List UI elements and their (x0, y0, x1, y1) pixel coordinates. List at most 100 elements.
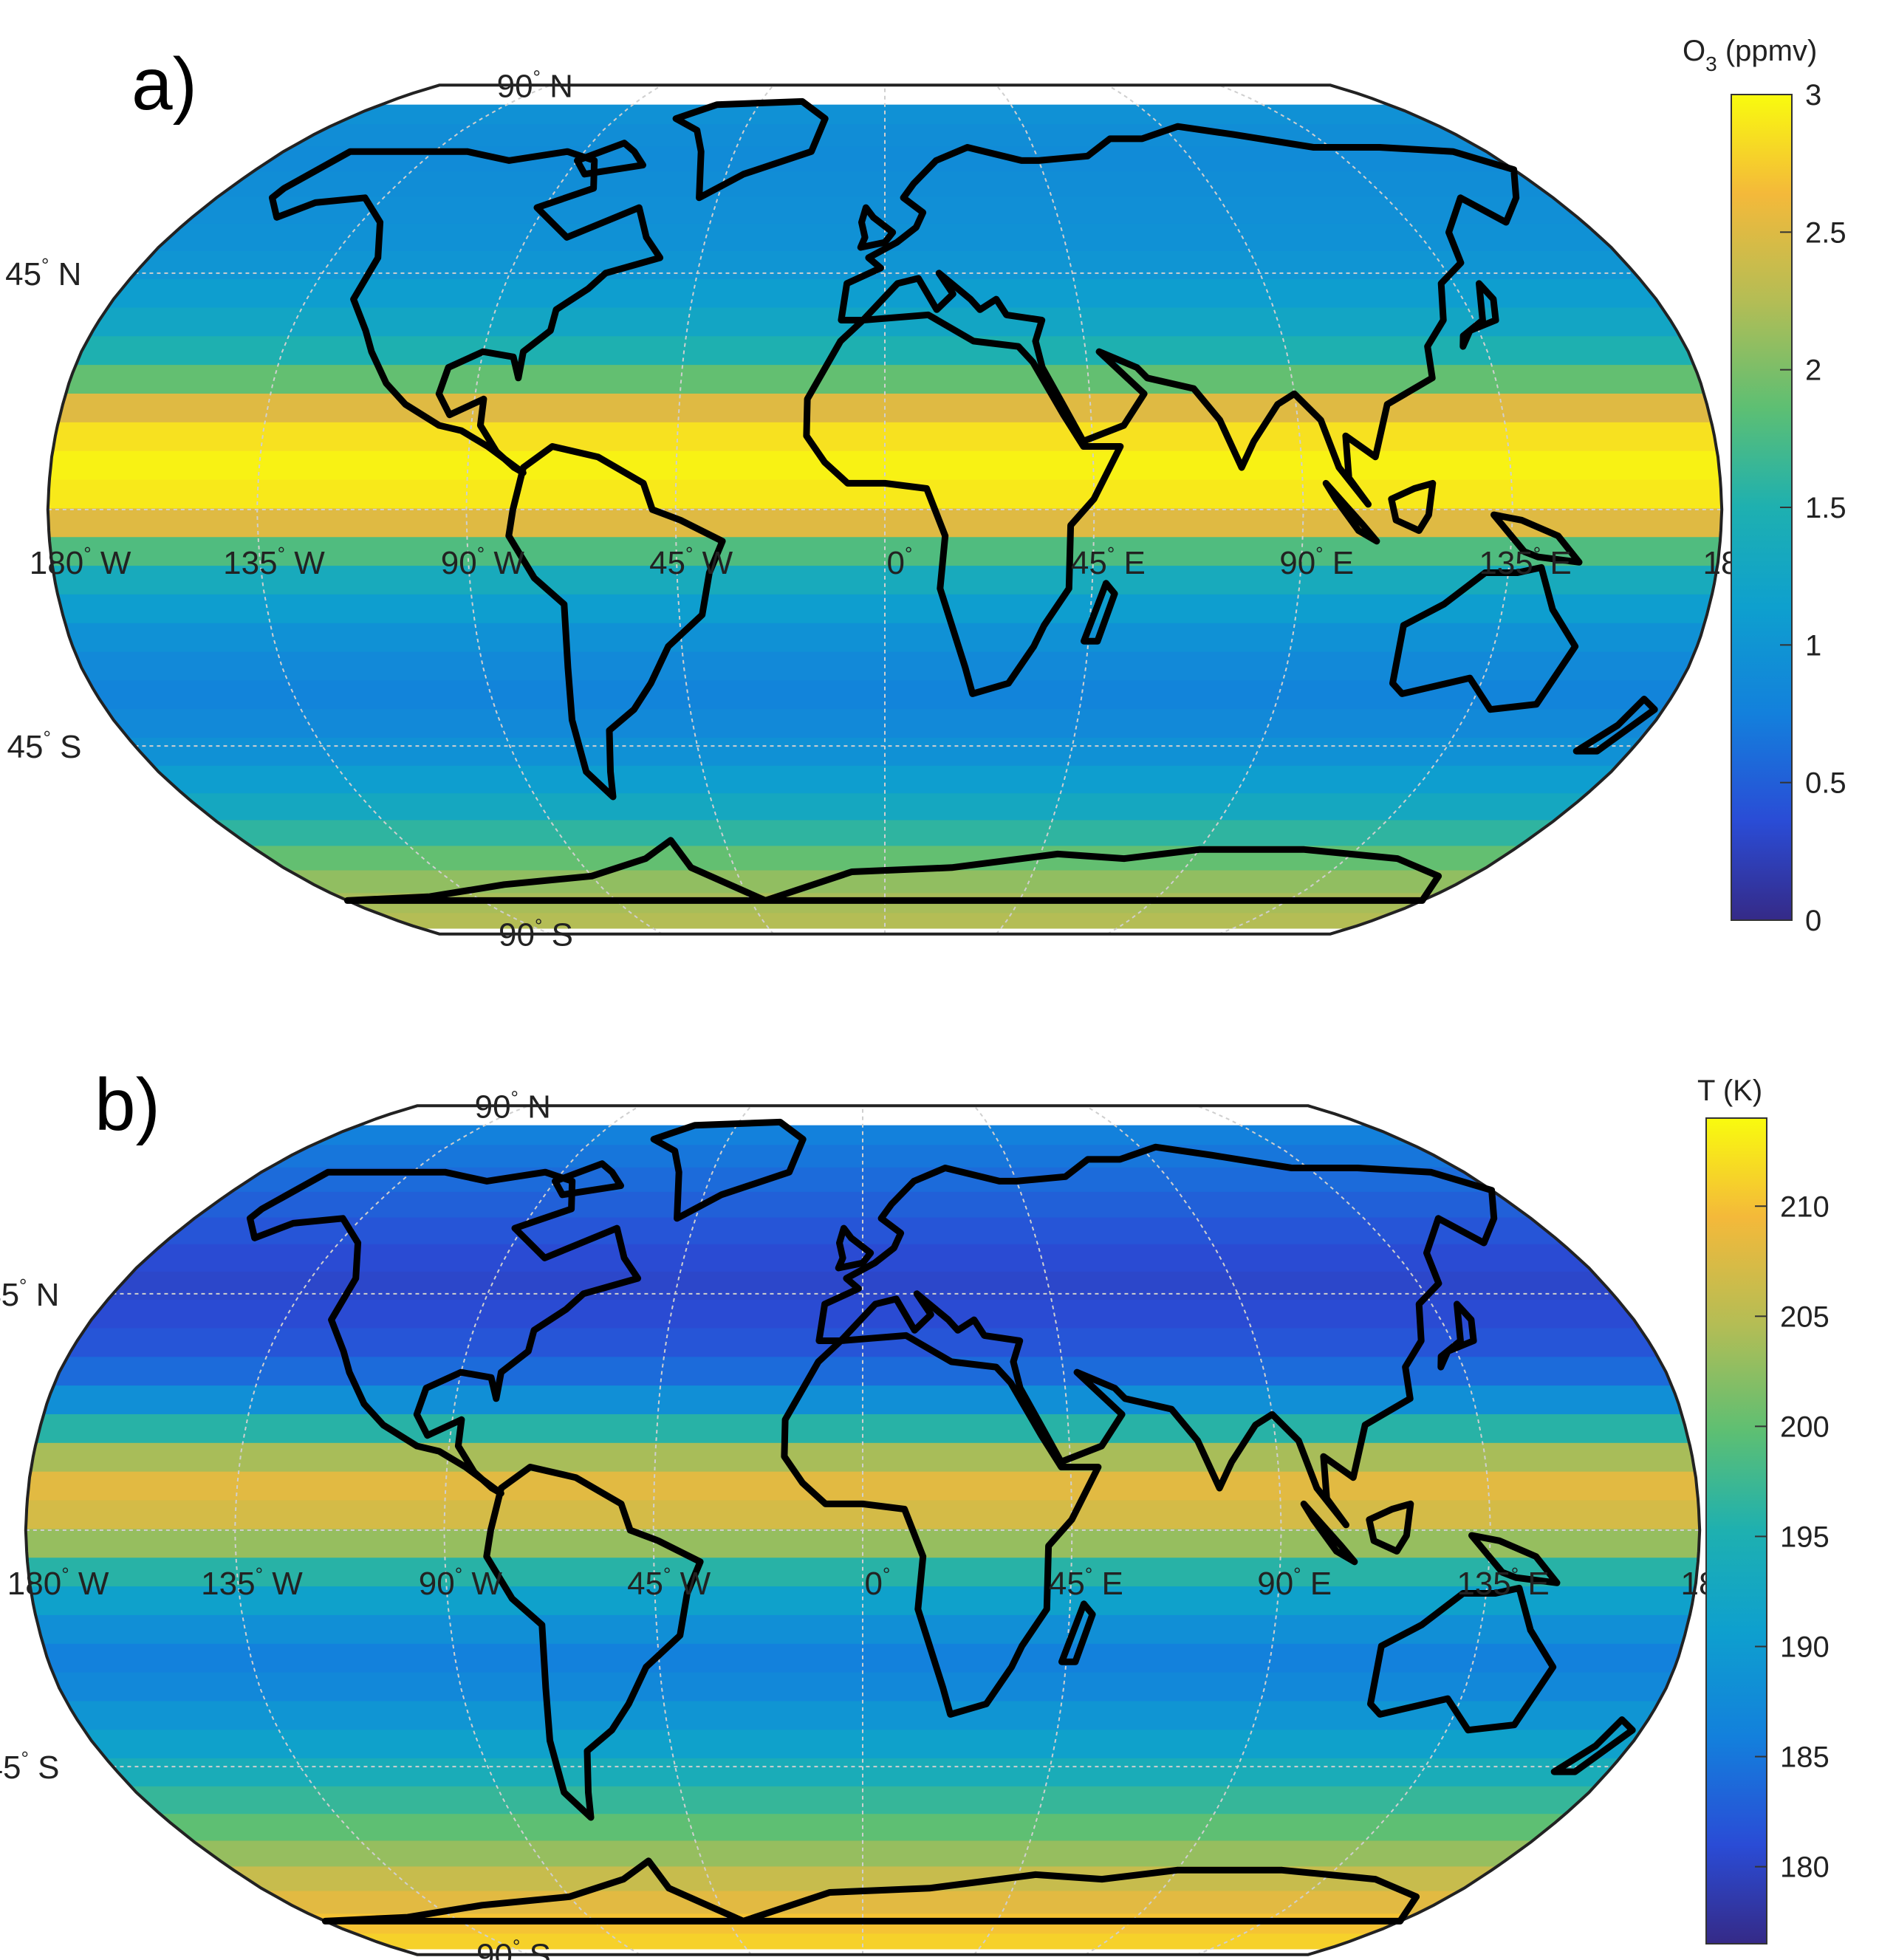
lon-label: 90° E (1279, 543, 1354, 581)
lon-label: 0° (887, 543, 913, 581)
geo-labels-a: 90° N 45° N 0° 45° S 90° S 180° W 135° W 90° W 4… (5, 66, 1765, 953)
colorbar-tick-label: 0 (1805, 905, 1821, 937)
meridian-line (1196, 1106, 1491, 1955)
coastline (1572, 696, 1658, 755)
colorbar-tick-label: 190 (1780, 1631, 1830, 1664)
graticule-a (47, 85, 1722, 934)
meridian-line (234, 1106, 530, 1955)
lon-label: 180° W (30, 543, 131, 581)
coastline (574, 140, 646, 178)
coastline (1490, 511, 1583, 566)
field-band (25, 1271, 1700, 1301)
field-band (25, 1244, 1700, 1272)
coastline (1367, 1584, 1557, 1734)
lat-label: 90° S (476, 1936, 551, 1960)
lat-label: 45° N (0, 1275, 59, 1313)
field-band (47, 336, 1722, 366)
colorbar-b-ramp (1705, 1117, 1767, 1944)
field-band (47, 737, 1722, 767)
coastline (672, 97, 829, 202)
meridian-line (1218, 85, 1513, 934)
meridian-line (996, 85, 1095, 934)
meridian-line (465, 85, 663, 934)
field-band (47, 450, 1722, 481)
map-frame-b (24, 1104, 1702, 1956)
field-band (47, 793, 1722, 821)
field-band (25, 1643, 1700, 1673)
meridian-line (1084, 1106, 1282, 1955)
colorbar-tick-label: 1 (1805, 629, 1821, 662)
lon-label: 135° E (1479, 543, 1571, 581)
colorbar-a-title: O3 (ppmv) (1683, 35, 1817, 75)
colorbar-a-ticks: 0 0.5 1 1.5 2 2.5 3 (1780, 79, 1847, 937)
coastline (857, 204, 897, 251)
coastline (1437, 1301, 1477, 1371)
field-band (47, 765, 1722, 795)
coastline (1550, 1716, 1636, 1775)
colorbar-tick-label: 195 (1780, 1521, 1830, 1553)
field-band (25, 1786, 1700, 1815)
field-band (47, 124, 1722, 148)
field-band (47, 307, 1722, 337)
field-band (25, 1814, 1700, 1842)
colorbar-tick-label: 0.5 (1805, 767, 1847, 800)
field-band (25, 1933, 1700, 1950)
field-band (25, 1414, 1700, 1444)
colorbar-tick-label: 2.5 (1805, 216, 1847, 249)
temperature-field-b (25, 1125, 1700, 1950)
panel-a-letter: a) (131, 43, 197, 126)
map-b: 90° N 45° N 0° 45° S 90° S 180° W 135° W 90° W 4… (0, 1086, 1742, 1960)
meridian-line (674, 85, 774, 934)
colorbar-tick-label: 3 (1805, 79, 1821, 112)
coastline (835, 1224, 875, 1272)
lon-label: 90° W (441, 543, 525, 581)
meridian-line (973, 1106, 1073, 1955)
lon-label: 0° (865, 1563, 891, 1602)
colorbar-tick-label: 210 (1780, 1190, 1830, 1223)
lat-label: 45° S (7, 727, 82, 765)
coastline (1388, 479, 1437, 534)
field-band (25, 1758, 1700, 1787)
field-band (25, 1357, 1700, 1387)
lon-label: 135° E (1457, 1563, 1549, 1602)
coastline (505, 443, 726, 801)
field-band (47, 279, 1722, 309)
colorbar-b-ticks: 180 185 190 195 200 205 210 (1755, 1190, 1830, 1884)
colorbar-b-title: T (K) (1697, 1075, 1762, 1107)
coastline (1459, 280, 1499, 350)
field-band (25, 1840, 1700, 1868)
coastline (1058, 1600, 1096, 1665)
colorbar-tick-label: 200 (1780, 1411, 1830, 1443)
graticule-b (25, 1106, 1700, 1955)
colorbar-tick-label: 185 (1780, 1741, 1830, 1774)
coastline (1322, 479, 1380, 545)
coastline (483, 1464, 704, 1821)
field-band (47, 913, 1722, 929)
coastline (269, 148, 664, 476)
field-band (47, 393, 1722, 423)
lon-label: 180° W (7, 1563, 109, 1602)
coastline (1389, 563, 1579, 713)
coastline (247, 1168, 642, 1497)
field-band (25, 1500, 1700, 1530)
colorbar-a: O3 (ppmv) 0 0.5 1 1.5 2 2.5 3 (1683, 35, 1847, 937)
field-band (25, 1730, 1700, 1759)
lon-label: 90° E (1257, 1563, 1332, 1602)
lat-label: 45° N (5, 254, 81, 292)
field-band (25, 1701, 1700, 1731)
field-band (47, 870, 1722, 894)
coastline (343, 837, 1442, 904)
lat-label: 90° N (497, 66, 573, 104)
coastline (552, 1160, 624, 1199)
lon-label: 45° W (649, 543, 733, 581)
coastline (650, 1118, 807, 1222)
field-band (47, 820, 1722, 847)
coastline (781, 1332, 1102, 1718)
coastline (1366, 1500, 1414, 1555)
coastline (321, 1857, 1420, 1925)
lat-label: 90° S (499, 915, 573, 953)
coastline (838, 123, 1520, 508)
colorbar-tick-label: 2 (1805, 354, 1821, 387)
